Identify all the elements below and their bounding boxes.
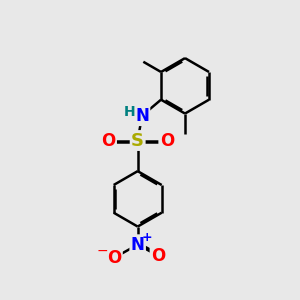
Text: N: N bbox=[131, 236, 145, 253]
Text: O: O bbox=[160, 131, 174, 149]
Text: H: H bbox=[124, 105, 136, 119]
Text: O: O bbox=[107, 249, 122, 267]
Text: O: O bbox=[151, 247, 165, 265]
Text: N: N bbox=[135, 107, 149, 125]
Text: +: + bbox=[142, 231, 152, 244]
Text: O: O bbox=[101, 131, 116, 149]
Text: −: − bbox=[97, 244, 109, 257]
Text: S: S bbox=[131, 131, 144, 149]
